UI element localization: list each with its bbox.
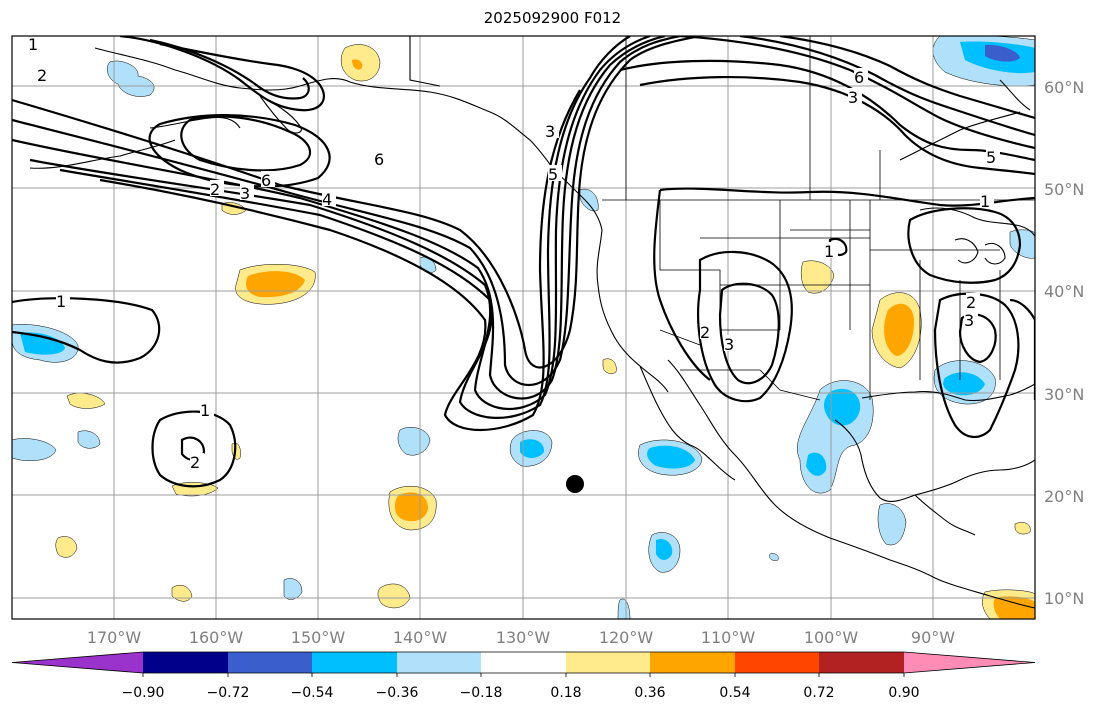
colorbar-label: −0.90 [122, 685, 165, 701]
lon-label: 130°W [496, 628, 551, 647]
colorbar-label: −0.72 [207, 685, 250, 701]
colorbar-label: −0.36 [376, 685, 419, 701]
contour-label: 1 [56, 292, 66, 311]
map-frame [11, 35, 1036, 620]
contour-label: 3 [848, 88, 858, 107]
map-title: 2025092900 F012 [483, 9, 622, 27]
contour-label: 6 [374, 150, 384, 169]
lon-label: 140°W [393, 628, 448, 647]
colorbar-segment [228, 652, 312, 673]
contour-label: 5 [548, 165, 558, 184]
contour-label: 2 [700, 323, 710, 342]
colorbar-segment [397, 652, 481, 673]
contour-label: 1 [824, 242, 834, 261]
contour-label: 5 [986, 148, 996, 167]
storm-center-dot [566, 475, 584, 493]
lon-label: 120°W [599, 628, 654, 647]
contour-label: 1 [28, 35, 38, 54]
contour-label: 2 [966, 293, 976, 312]
colorbar [11, 651, 1036, 677]
lat-label: 10°N [1044, 589, 1084, 608]
colorbar-label: −0.54 [291, 685, 334, 701]
contour-label: 3 [964, 311, 974, 330]
contour-label: 2 [190, 453, 200, 472]
lon-label: 100°W [804, 628, 859, 647]
colorbar-segment [904, 652, 1035, 673]
colorbar-segment [735, 652, 819, 673]
lon-label: 110°W [701, 628, 756, 647]
colorbar-segment [312, 652, 397, 673]
anomaly-fills [12, 36, 1035, 619]
lon-label: 150°W [291, 628, 346, 647]
lat-label: 50°N [1044, 180, 1084, 199]
contour-label-group: 1 2 2 3 6 4 6 3 5 1 1 2 2 3 1 2 3 6 3 [28, 35, 1000, 472]
contour-label: 1 [980, 192, 990, 211]
colorbar-segment [481, 652, 566, 673]
political-borders [602, 36, 1035, 401]
colorbar-segment [12, 652, 143, 673]
lat-label: 40°N [1044, 282, 1084, 301]
lon-label: 90°W [911, 628, 955, 647]
colorbar-label: 0.36 [634, 685, 665, 701]
colorbar-label: 0.72 [803, 685, 834, 701]
colorbar-segment [819, 652, 904, 673]
contour-label: 3 [240, 184, 250, 203]
lat-label: 30°N [1044, 385, 1084, 404]
colorbar-label: 0.54 [719, 685, 750, 701]
contour-label: 6 [854, 68, 864, 87]
contour-label: 6 [261, 171, 271, 190]
contour-label: 1 [200, 401, 210, 420]
lat-label: 20°N [1044, 487, 1084, 506]
colorbar-segment [566, 652, 650, 673]
contour-label: 3 [545, 122, 555, 141]
colorbar-labels: −0.90 −0.72 −0.54 −0.36 −0.18 0.18 0.36 … [122, 685, 920, 701]
colorbar-label: 0.18 [550, 685, 581, 701]
latitude-labels: 60°N 50°N 40°N 30°N 20°N 10°N [1044, 78, 1084, 608]
colorbar-label: −0.18 [460, 685, 503, 701]
contour-label: 2 [37, 66, 47, 85]
contour-label: 4 [322, 190, 332, 209]
contour-label: 2 [210, 180, 220, 199]
lon-label: 160°W [189, 628, 244, 647]
colorbar-segment [650, 652, 735, 673]
colorbar-segment [143, 652, 228, 673]
lon-label: 170°W [87, 628, 142, 647]
graticule [12, 36, 1035, 619]
contour-label: 3 [724, 335, 734, 354]
colorbar-label: 0.90 [888, 685, 919, 701]
longitude-labels: 170°W 160°W 150°W 140°W 130°W 120°W 110°… [87, 628, 955, 647]
lat-label: 60°N [1044, 78, 1084, 97]
